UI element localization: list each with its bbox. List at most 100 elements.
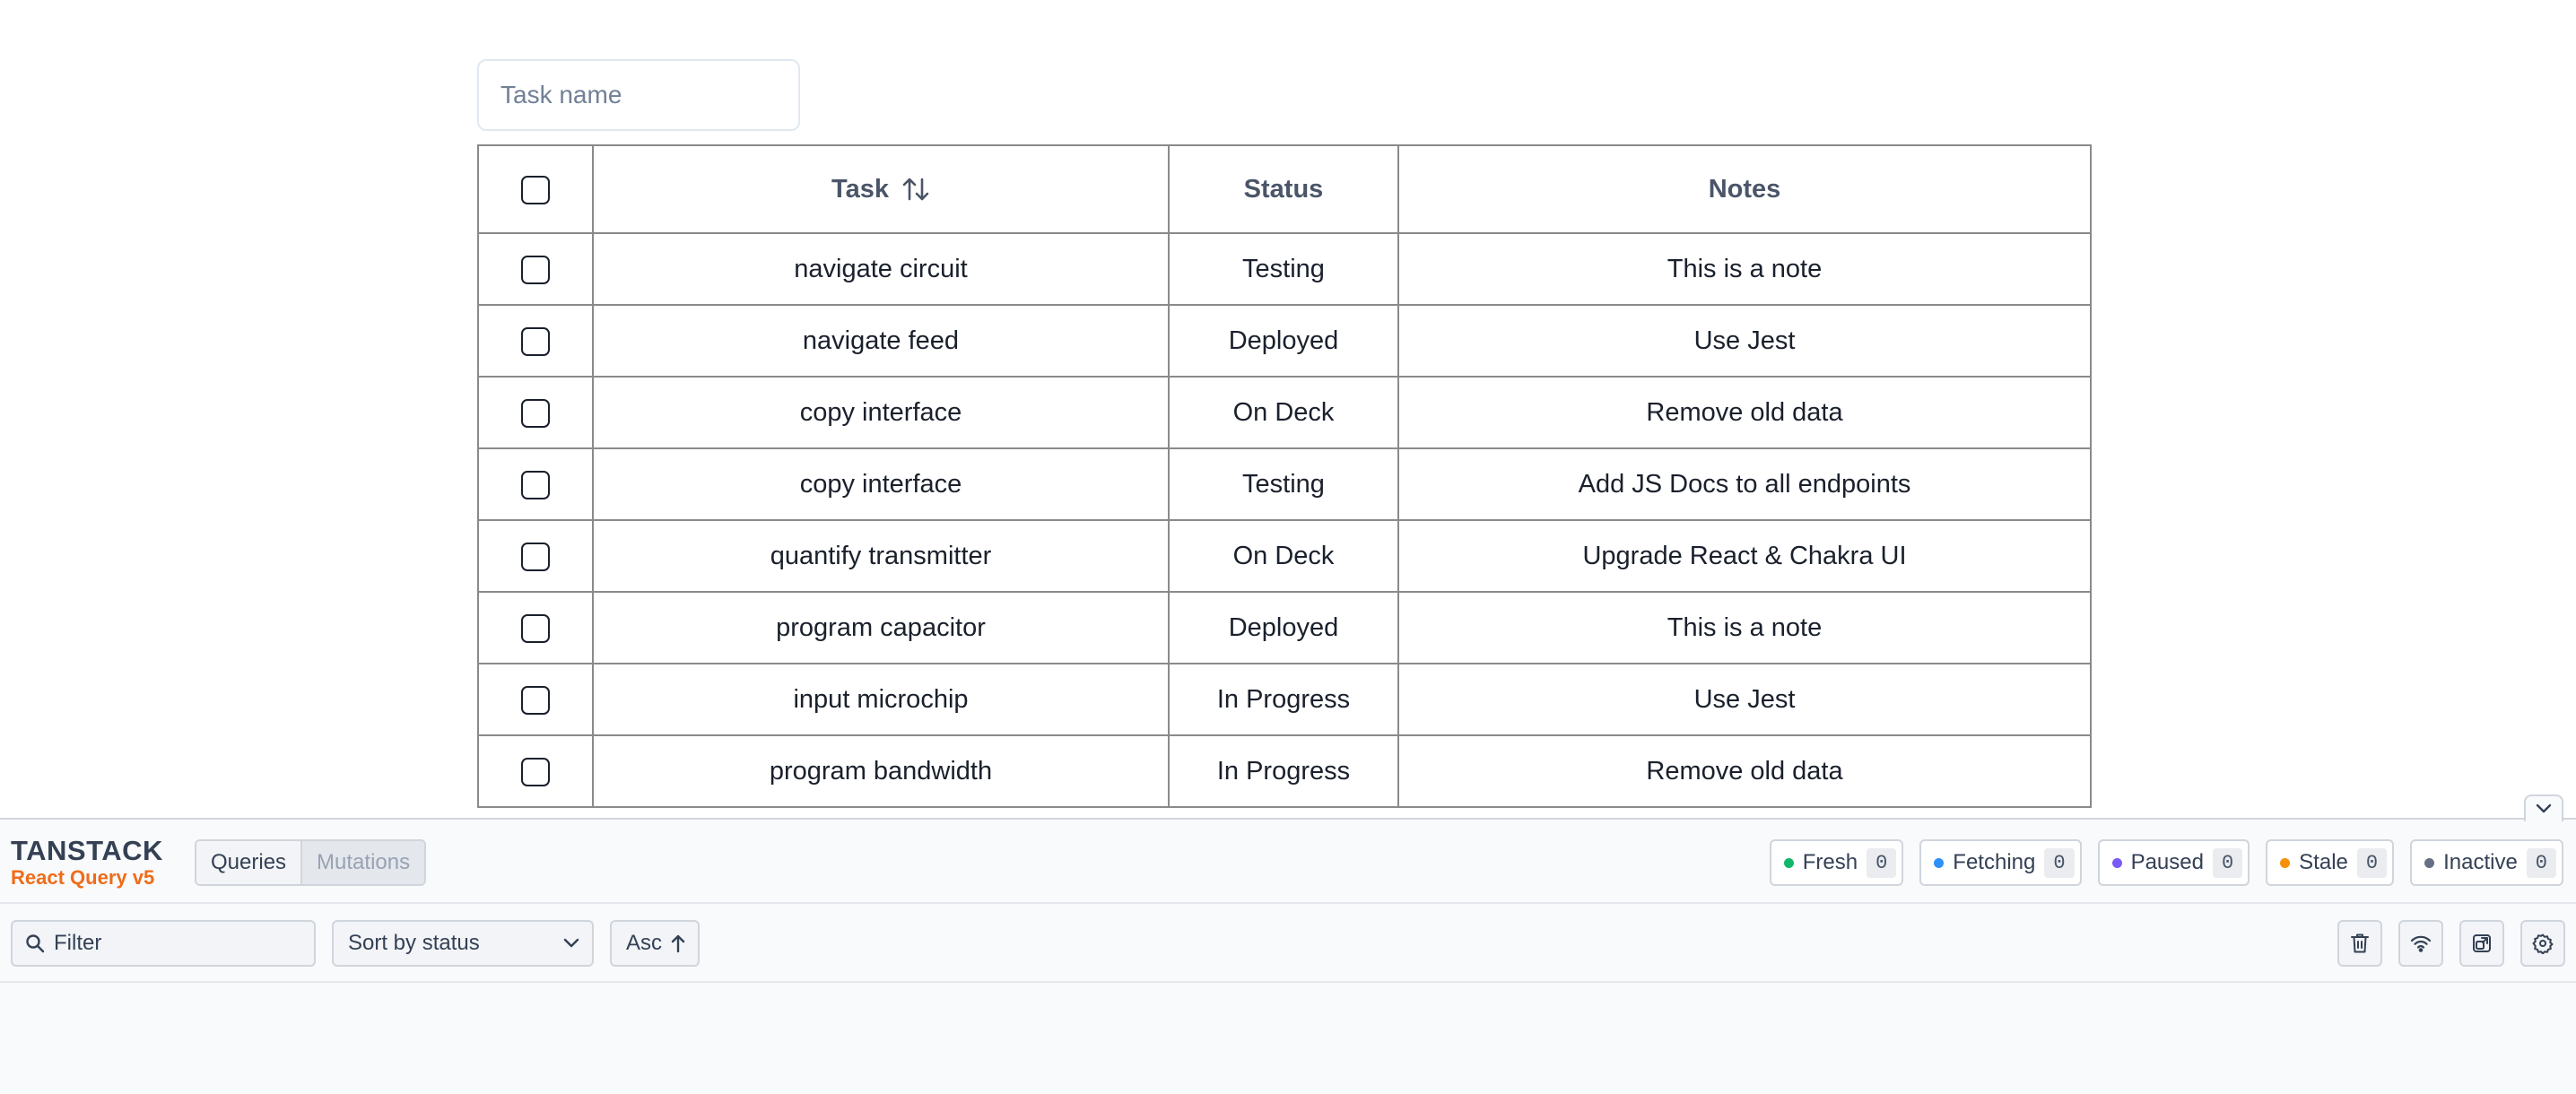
notes-column-header: Notes [1397,144,2092,234]
status-label: Inactive [2443,850,2518,874]
notes-cell: Use Jest [1397,663,2092,736]
row-checkbox[interactable] [521,685,550,715]
view-toggle: Queries Mutations [195,839,427,886]
task-cell: input microchip [592,663,1170,736]
status-dot-icon [2424,857,2435,868]
status-dot-icon [2280,857,2291,868]
status-chip-stale: Stale 0 [2266,839,2395,886]
row-select-cell [477,232,594,306]
arrow-up-icon [671,934,685,953]
status-count: 0 [2044,847,2075,878]
filter-box [11,920,316,967]
select-all-checkbox[interactable] [521,175,550,204]
status-chip-paused: Paused 0 [2097,839,2250,886]
notes-cell: Add JS Docs to all endpoints [1397,447,2092,521]
close-devtools-button[interactable] [2524,794,2563,821]
status-cell: Deployed [1168,591,1399,664]
status-cell: On Deck [1168,376,1399,449]
row-select-cell [477,663,594,736]
tab-mutations[interactable]: Mutations [300,841,425,884]
notes-cell: This is a note [1397,232,2092,306]
react-query-devtools: TANSTACK React Query v5 Queries Mutation… [0,794,2576,1094]
wifi-icon [2410,935,2432,952]
pip-button[interactable] [2459,920,2504,967]
task-cell: quantify transmitter [592,519,1170,593]
devtools-header: TANSTACK React Query v5 Queries Mutation… [0,820,2576,904]
row-checkbox[interactable] [521,326,550,356]
status-dot-icon [2111,857,2122,868]
row-select-cell [477,376,594,449]
status-label: Paused [2130,850,2204,874]
table-row: program capacitor Deployed This is a note [477,591,2092,664]
devtools-actions [2337,920,2565,967]
task-name-input[interactable] [477,59,800,131]
notes-cell: Remove old data [1397,734,2092,808]
sort-select-label: Sort by status [348,931,480,955]
notes-cell: Remove old data [1397,376,2092,449]
filter-input[interactable] [54,931,305,956]
query-status-counts: Fresh 0 Fetching 0 Paused 0 Stale 0 Inactive 0 [1769,839,2563,886]
notes-cell: Use Jest [1397,304,2092,378]
status-cell: Testing [1168,447,1399,521]
open-window-icon [2473,934,2491,952]
row-checkbox[interactable] [521,255,550,284]
status-chip-fresh: Fresh 0 [1769,839,1904,886]
row-select-cell [477,519,594,593]
notes-cell: Upgrade React & Chakra UI [1397,519,2092,593]
row-select-cell [477,304,594,378]
task-cell: navigate feed [592,304,1170,378]
status-count: 0 [2212,847,2243,878]
task-app: Task Status Notes navigate circuitTestin… [477,59,2092,808]
sort-order-label: Asc [626,931,663,955]
clear-cache-button[interactable] [2337,920,2382,967]
row-checkbox[interactable] [521,398,550,428]
brand-name: TANSTACK [11,835,163,866]
notes-cell: This is a note [1397,591,2092,664]
chevron-down-icon [563,938,579,948]
row-checkbox[interactable] [521,470,550,499]
table-row: input microchip In Progress Use Jest [477,663,2092,736]
status-cell: On Deck [1168,519,1399,593]
devtools-logo[interactable]: TANSTACK React Query v5 [11,836,163,890]
devtools-toolbar: Sort by status Asc [0,906,2576,983]
task-header-label: Task [831,174,889,204]
table-row: copy interface On Deck Remove old data [477,376,2092,449]
status-label: Fresh [1802,850,1858,874]
chevron-down-icon [2536,803,2552,813]
task-cell: program capacitor [592,591,1170,664]
row-select-cell [477,591,594,664]
tab-queries[interactable]: Queries [196,841,301,884]
status-dot-icon [1934,857,1945,868]
table-row: navigate feed Deployed Use Jest [477,304,2092,378]
status-cell: Deployed [1168,304,1399,378]
status-count: 0 [1867,847,1897,878]
status-cell: In Progress [1168,663,1399,736]
row-checkbox[interactable] [521,613,550,643]
task-column-header[interactable]: Task [592,144,1170,234]
sort-select[interactable]: Sort by status [332,920,594,967]
task-cell: program bandwidth [592,734,1170,808]
trash-icon [2351,933,2369,953]
status-chip-fetching: Fetching 0 [1919,839,2082,886]
table-row: program bandwidth In Progress Remove old d… [477,734,2092,808]
mock-offline-button[interactable] [2398,920,2443,967]
task-cell: navigate circuit [592,232,1170,306]
task-cell: copy interface [592,376,1170,449]
status-count: 0 [2356,847,2388,878]
row-checkbox[interactable] [521,542,550,571]
status-label: Stale [2299,850,2348,874]
status-cell: Testing [1168,232,1399,306]
brand-version: React Query v5 [11,866,155,889]
status-column-header: Status [1168,144,1399,234]
search-icon [26,934,45,953]
select-all-cell [477,144,594,234]
row-select-cell [477,734,594,808]
status-count: 0 [2526,847,2556,878]
sort-order-button[interactable]: Asc [610,920,701,967]
table-header-row: Task Status Notes [477,144,2092,234]
row-checkbox[interactable] [521,757,550,786]
task-cell: copy interface [592,447,1170,521]
settings-button[interactable] [2520,920,2565,967]
table-row: navigate circuit Testing This is a note [477,232,2092,306]
sort-arrows-icon[interactable] [901,176,930,203]
